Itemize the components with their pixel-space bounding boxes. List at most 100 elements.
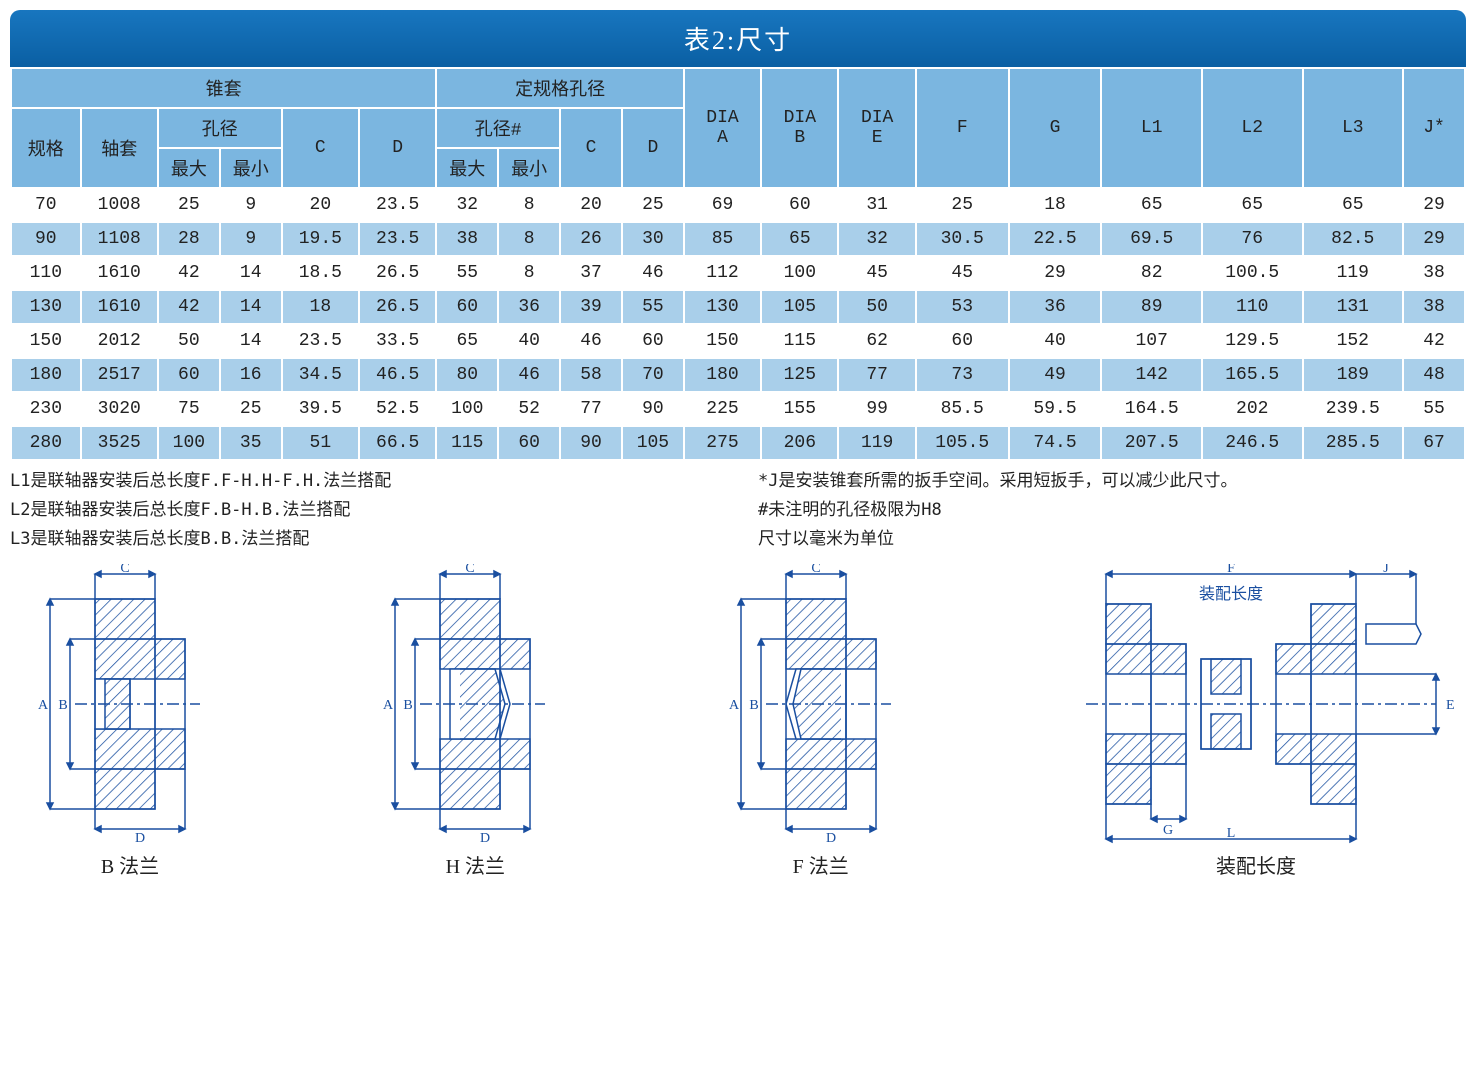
th-jstar: J* (1403, 68, 1465, 188)
table-cell: 45 (916, 256, 1009, 290)
table-cell: 110 (11, 256, 81, 290)
table-cell: 225 (684, 392, 761, 426)
table-cell: 89 (1101, 290, 1202, 324)
table-cell: 77 (560, 392, 622, 426)
table-row: 1101610421418.526.5558374611210045452982… (11, 256, 1465, 290)
note-l3: L3是联轴器安装后总长度B.B.法兰搭配 (10, 525, 718, 554)
table-cell: 60 (498, 426, 560, 460)
diagram-f-label: F 法兰 (793, 856, 849, 878)
svg-text:B: B (749, 698, 758, 713)
table-cell: 55 (622, 290, 684, 324)
svg-text:C: C (120, 564, 129, 576)
table-cell: 105 (761, 290, 838, 324)
table-row: 7010082592023.53282025696031251865656529 (11, 188, 1465, 222)
th-min1: 最小 (220, 148, 282, 188)
table-cell: 60 (761, 188, 838, 222)
svg-text:B: B (58, 698, 67, 713)
table-cell: 280 (11, 426, 81, 460)
table-cell: 25 (622, 188, 684, 222)
table-cell: 22.5 (1009, 222, 1102, 256)
table-cell: 1610 (81, 290, 158, 324)
table-cell: 115 (436, 426, 498, 460)
table-cell: 246.5 (1202, 426, 1303, 460)
table-cell: 90 (11, 222, 81, 256)
table-cell: 125 (761, 358, 838, 392)
svg-text:D: D (480, 831, 490, 844)
note-l1: L1是联轴器安装后总长度F.F-H.H-F.H.法兰搭配 (10, 467, 718, 496)
table-cell: 32 (436, 188, 498, 222)
table-cell: 3020 (81, 392, 158, 426)
table-cell: 1108 (81, 222, 158, 256)
table-cell: 110 (1202, 290, 1303, 324)
table-cell: 275 (684, 426, 761, 460)
table-cell: 239.5 (1303, 392, 1404, 426)
table-cell: 189 (1303, 358, 1404, 392)
note-h8: #未注明的孔径极限为H8 (758, 496, 1466, 525)
table-cell: 38 (1403, 256, 1465, 290)
table-cell: 62 (838, 324, 915, 358)
table-row: 1502012501423.533.5654046601501156260401… (11, 324, 1465, 358)
table-cell: 164.5 (1101, 392, 1202, 426)
table-cell: 66.5 (359, 426, 436, 460)
table-cell: 60 (436, 290, 498, 324)
table-cell: 40 (498, 324, 560, 358)
table-cell: 74.5 (1009, 426, 1102, 460)
table-cell: 59.5 (1009, 392, 1102, 426)
svg-text:D: D (135, 831, 145, 844)
table-cell: 202 (1202, 392, 1303, 426)
th-max2: 最大 (436, 148, 498, 188)
table-cell: 58 (560, 358, 622, 392)
svg-text:D: D (826, 831, 836, 844)
table-cell: 67 (1403, 426, 1465, 460)
table-cell: 76 (1202, 222, 1303, 256)
table-cell: 29 (1009, 256, 1102, 290)
table-cell: 26.5 (359, 290, 436, 324)
th-bore: 孔径 (158, 108, 282, 148)
table-row: 1802517601634.546.5804658701801257773491… (11, 358, 1465, 392)
table-cell: 9 (220, 188, 282, 222)
table-cell: 18.5 (282, 256, 359, 290)
table-cell: 25 (916, 188, 1009, 222)
table-cell: 26.5 (359, 256, 436, 290)
th-spec: 规格 (11, 108, 81, 188)
table-cell: 130 (11, 290, 81, 324)
th-bore2: 孔径# (436, 108, 560, 148)
th-max1: 最大 (158, 148, 220, 188)
table-cell: 18 (282, 290, 359, 324)
table-cell: 69.5 (1101, 222, 1202, 256)
svg-text:A: A (383, 698, 394, 713)
table-cell: 99 (838, 392, 915, 426)
table-cell: 53 (916, 290, 1009, 324)
table-cell: 152 (1303, 324, 1404, 358)
table-cell: 50 (838, 290, 915, 324)
table-cell: 39 (560, 290, 622, 324)
table-cell: 45 (838, 256, 915, 290)
table-cell: 50 (158, 324, 220, 358)
table-cell: 90 (622, 392, 684, 426)
table-cell: 52 (498, 392, 560, 426)
table-cell: 180 (684, 358, 761, 392)
table-cell: 180 (11, 358, 81, 392)
table-cell: 8 (498, 256, 560, 290)
table-cell: 19.5 (282, 222, 359, 256)
table-cell: 14 (220, 290, 282, 324)
table-cell: 82.5 (1303, 222, 1404, 256)
table-cell: 112 (684, 256, 761, 290)
table-row: 130161042141826.560363955130105505336891… (11, 290, 1465, 324)
table-cell: 20 (560, 188, 622, 222)
table-cell: 29 (1403, 222, 1465, 256)
table-cell: 42 (1403, 324, 1465, 358)
table-cell: 28 (158, 222, 220, 256)
diagrams-row: C A (10, 564, 1466, 879)
th-c2: C (560, 108, 622, 188)
table-cell: 100.5 (1202, 256, 1303, 290)
table-cell: 42 (158, 256, 220, 290)
table-cell: 90 (560, 426, 622, 460)
svg-text:A: A (38, 698, 49, 713)
table-cell: 26 (560, 222, 622, 256)
th-c1: C (282, 108, 359, 188)
table-cell: 51 (282, 426, 359, 460)
table-cell: 46 (498, 358, 560, 392)
svg-text:装配长度: 装配长度 (1199, 585, 1263, 603)
table-cell: 80 (436, 358, 498, 392)
